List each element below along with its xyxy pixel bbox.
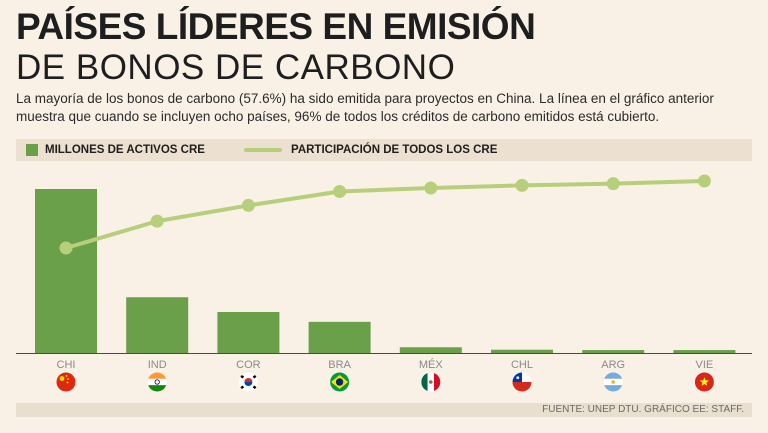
legend-line-swatch <box>244 148 282 152</box>
source-note: FUENTE: UNEP DTU. GRÁFICO EE: STAFF. <box>542 404 744 415</box>
category-label-mexico: MÉX <box>419 358 444 371</box>
share-point-brazil <box>333 184 347 198</box>
category-label-vietnam: VIE <box>696 359 714 371</box>
bar-china <box>35 189 97 353</box>
legend-item-line: PARTICIPACIÓN DE TODOS LOS CRE <box>244 139 497 161</box>
share-point-chile <box>515 178 529 192</box>
argentina-flag-icon <box>603 372 623 392</box>
bar-vietnam <box>673 350 736 354</box>
chart-title: PAÍSES LÍDERES EN EMISIÓN <box>16 6 536 47</box>
bar-chile <box>491 349 553 353</box>
vietnam-flag-icon <box>694 372 714 392</box>
share-point-india <box>150 214 164 228</box>
bar-mexico <box>399 347 462 353</box>
chart-description: La mayoría de los bonos de carbono (57.6… <box>16 91 714 124</box>
legend-bar-swatch <box>26 144 38 156</box>
china-flag-icon <box>56 372 76 392</box>
share-line <box>65 179 705 250</box>
category-label-china: CHI <box>57 359 76 371</box>
legend-item-bars: MILLONES DE ACTIVOS CRE <box>26 139 205 161</box>
bar-india <box>126 297 189 353</box>
brazil-flag-icon <box>330 372 350 392</box>
share-point-south-korea <box>241 198 255 212</box>
bar-south-korea <box>217 312 280 353</box>
share-point-china <box>59 241 73 255</box>
legend: MILLONES DE ACTIVOS CRE PARTICIPACIÓN DE… <box>16 139 752 161</box>
chile-flag-icon <box>512 372 532 392</box>
category-label-chile: CHL <box>511 359 533 371</box>
category-label-brazil: BRA <box>328 359 351 371</box>
share-point-vietnam <box>697 174 711 188</box>
category-label-india: IND <box>148 359 167 371</box>
share-point-argentina <box>606 177 620 191</box>
category-label-argentina: ARG <box>601 359 625 371</box>
share-point-mexico <box>424 181 438 195</box>
chart-subtitle-heading: DE BONOS DE CARBONO <box>16 48 456 87</box>
legend-bars-label: MILLONES DE ACTIVOS CRE <box>45 144 205 156</box>
category-label-south-korea: COR <box>236 359 261 371</box>
legend-line-label: PARTICIPACIÓN DE TODOS LOS CRE <box>291 144 498 156</box>
mexico-flag-icon <box>421 372 441 392</box>
source-bar: FUENTE: UNEP DTU. GRÁFICO EE: STAFF. <box>16 403 752 417</box>
bar-argentina <box>582 350 645 354</box>
south-korea-flag-icon <box>238 372 258 392</box>
bar-brazil <box>308 321 371 353</box>
india-flag-icon <box>147 372 167 392</box>
